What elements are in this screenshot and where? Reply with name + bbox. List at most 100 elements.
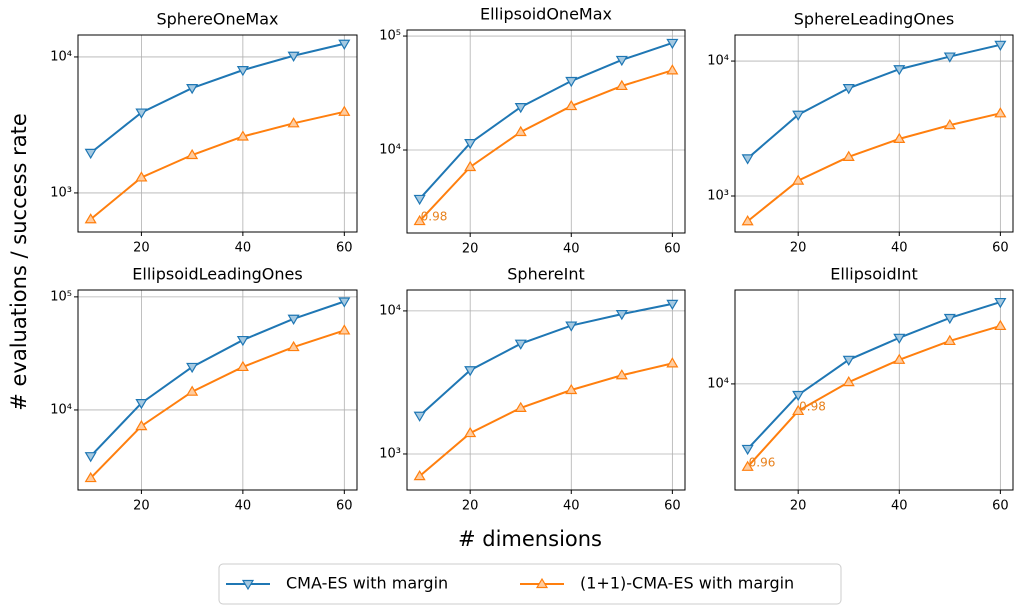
marker	[287, 51, 300, 62]
x-tick-label: 60	[336, 241, 353, 256]
marker	[338, 39, 351, 50]
y-tick-label: 10⁴	[707, 376, 729, 391]
x-tick-label: 60	[992, 499, 1009, 514]
marker	[186, 362, 199, 374]
marker	[565, 321, 578, 332]
plot-area	[78, 290, 357, 490]
marker	[84, 148, 97, 160]
marker	[287, 117, 300, 128]
marker	[413, 194, 426, 206]
marker	[741, 460, 754, 471]
marker	[565, 76, 578, 88]
marker	[792, 390, 805, 402]
y-tick-label: 10⁵	[379, 29, 401, 44]
marker	[236, 360, 249, 372]
marker	[464, 138, 477, 150]
marker	[741, 154, 754, 165]
x-tick-label: 60	[664, 499, 681, 514]
marker	[565, 99, 578, 111]
marker	[287, 340, 300, 352]
legend-marker	[241, 579, 255, 591]
x-tick-label: 40	[891, 241, 908, 256]
y-axis-label: # evaluations / success rate	[7, 113, 31, 411]
marker	[893, 65, 906, 76]
x-tick-label: 20	[462, 499, 479, 514]
series-line	[89, 300, 345, 457]
marker	[943, 334, 956, 346]
marker	[994, 319, 1007, 331]
marker	[565, 383, 578, 395]
marker	[666, 64, 679, 75]
marker	[236, 130, 249, 141]
marker	[994, 297, 1007, 309]
marker	[842, 84, 855, 95]
marker	[338, 297, 351, 308]
marker	[186, 84, 199, 95]
axes-frame	[406, 289, 686, 491]
x-tick-label: 40	[563, 499, 580, 514]
marker	[135, 398, 148, 410]
marker	[186, 385, 199, 396]
series-line	[747, 112, 1001, 223]
x-tick-label: 60	[992, 241, 1009, 256]
y-tick-label: 10⁴	[379, 303, 401, 318]
x-axis-label: # dimensions	[458, 527, 602, 551]
marker	[943, 313, 956, 325]
marker	[666, 357, 679, 368]
marker	[842, 150, 855, 161]
marker	[666, 299, 679, 311]
x-tick-label: 60	[664, 242, 681, 257]
annotation: 0.98	[421, 210, 448, 224]
marker	[842, 375, 855, 387]
x-tick-label: 20	[790, 499, 807, 514]
marker	[236, 335, 249, 347]
marker	[413, 411, 426, 422]
subplot-title: SphereLeadingOnes	[794, 10, 954, 29]
axes-frame	[734, 289, 1014, 491]
y-tick-label: 10⁴	[50, 49, 72, 64]
marker	[236, 66, 249, 77]
y-tick-label: 10⁴	[379, 143, 401, 158]
marker	[615, 79, 628, 91]
axes-frame	[77, 289, 358, 491]
marker	[135, 171, 148, 182]
series-line	[746, 301, 1001, 450]
plot-area	[407, 30, 685, 233]
subplot-title: EllipsoidInt	[830, 265, 917, 284]
y-tick-label: 10³	[379, 446, 401, 461]
marker	[994, 107, 1007, 118]
legend-label: (1+1)-CMA-ES with margin	[580, 574, 794, 593]
marker	[338, 105, 351, 116]
series-line	[418, 362, 673, 477]
marker	[615, 309, 628, 321]
x-tick-label: 20	[462, 242, 479, 257]
marker	[943, 118, 956, 130]
series-line	[90, 42, 345, 154]
annotation: 0.96	[749, 455, 776, 469]
x-tick-label: 20	[790, 241, 807, 256]
marker	[464, 160, 477, 172]
axes-frame	[734, 34, 1014, 233]
marker	[792, 404, 805, 416]
marker	[287, 314, 300, 325]
marker	[615, 369, 628, 380]
x-tick-label: 40	[563, 242, 580, 257]
plot-area	[735, 290, 1013, 490]
y-tick-label: 10³	[707, 188, 729, 203]
x-tick-label: 40	[235, 241, 252, 256]
marker	[792, 110, 805, 121]
marker	[84, 471, 97, 483]
series-line	[418, 41, 673, 200]
axes-frame	[406, 29, 686, 234]
y-tick-label: 10⁵	[50, 289, 72, 304]
axes-frame	[77, 34, 358, 233]
marker	[514, 339, 527, 350]
subplot-title: EllipsoidOneMax	[480, 5, 612, 24]
marker	[893, 333, 906, 345]
series-line	[89, 329, 345, 479]
marker	[84, 452, 97, 463]
marker	[741, 444, 754, 456]
legend-label: CMA-ES with margin	[286, 574, 448, 593]
x-tick-label: 40	[235, 499, 252, 514]
marker	[741, 215, 754, 226]
